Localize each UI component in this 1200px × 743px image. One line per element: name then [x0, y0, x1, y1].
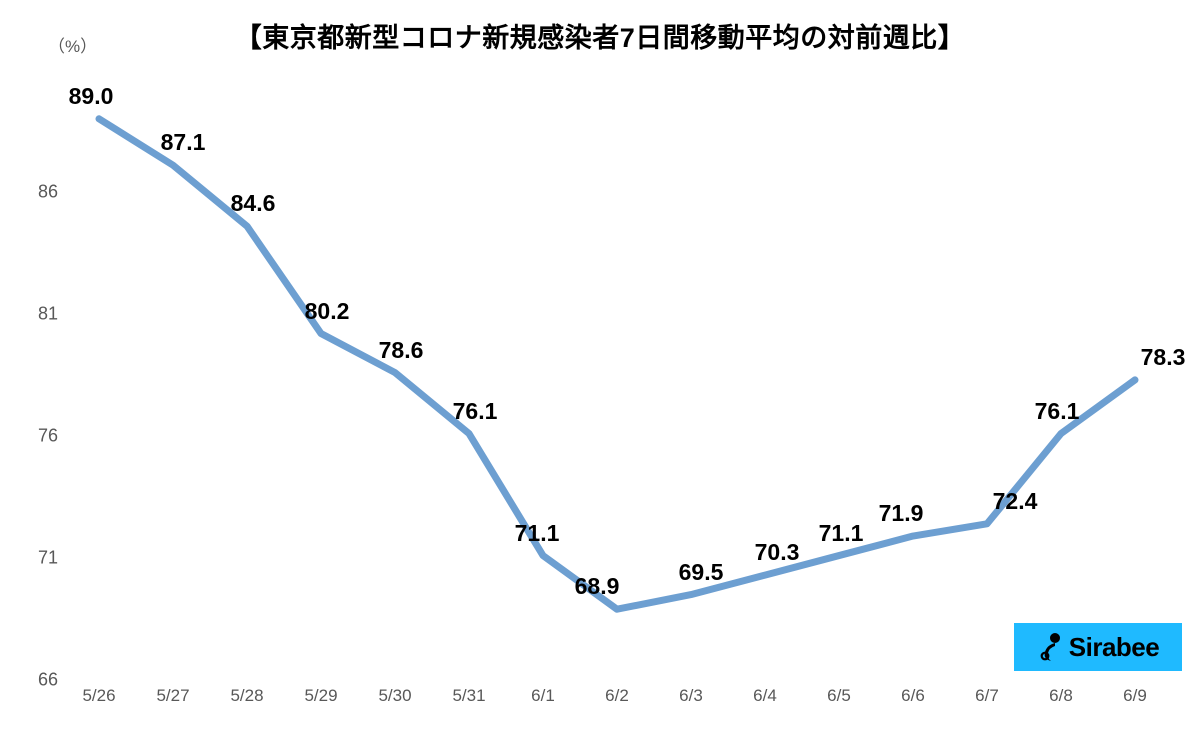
unit-label: （%）	[48, 32, 97, 57]
data-label: 71.9	[879, 500, 924, 527]
x-tick: 6/4	[753, 686, 777, 706]
y-tick: 86	[28, 182, 58, 203]
x-tick: 6/1	[531, 686, 555, 706]
x-tick: 5/27	[156, 686, 189, 706]
y-tick: 71	[28, 548, 58, 569]
x-tick: 5/28	[230, 686, 263, 706]
data-label: 78.3	[1141, 344, 1186, 371]
data-label: 69.5	[679, 559, 724, 586]
data-label: 87.1	[161, 129, 206, 156]
x-tick: 6/7	[975, 686, 999, 706]
x-tick: 5/31	[452, 686, 485, 706]
data-label: 71.1	[515, 520, 560, 547]
chart-title: 【東京都新型コロナ新規感染者7日間移動平均の対前週比】	[0, 16, 1200, 55]
sirabee-icon	[1037, 632, 1063, 662]
y-tick: 81	[28, 304, 58, 325]
watermark: Sirabee	[1014, 623, 1182, 671]
x-tick: 5/30	[378, 686, 411, 706]
plot-area: 66717681865/265/275/285/295/305/316/16/2…	[62, 70, 1172, 680]
data-label: 76.1	[1035, 398, 1080, 425]
data-label: 78.6	[379, 337, 424, 364]
x-tick: 5/26	[82, 686, 115, 706]
chart-container: 【東京都新型コロナ新規感染者7日間移動平均の対前週比】 （%） 66717681…	[0, 0, 1200, 743]
watermark-text: Sirabee	[1069, 632, 1159, 663]
x-tick: 6/8	[1049, 686, 1073, 706]
data-label: 68.9	[575, 573, 620, 600]
data-label: 70.3	[755, 539, 800, 566]
x-tick: 6/3	[679, 686, 703, 706]
data-label: 84.6	[231, 190, 276, 217]
x-tick: 6/9	[1123, 686, 1147, 706]
data-label: 76.1	[453, 398, 498, 425]
x-tick: 6/6	[901, 686, 925, 706]
data-label: 71.1	[819, 520, 864, 547]
data-label: 80.2	[305, 298, 350, 325]
x-tick: 5/29	[304, 686, 337, 706]
x-tick: 6/2	[605, 686, 629, 706]
data-label: 89.0	[69, 83, 114, 110]
data-label: 72.4	[993, 488, 1038, 515]
y-tick: 66	[28, 670, 58, 691]
y-tick: 76	[28, 426, 58, 447]
x-tick: 6/5	[827, 686, 851, 706]
